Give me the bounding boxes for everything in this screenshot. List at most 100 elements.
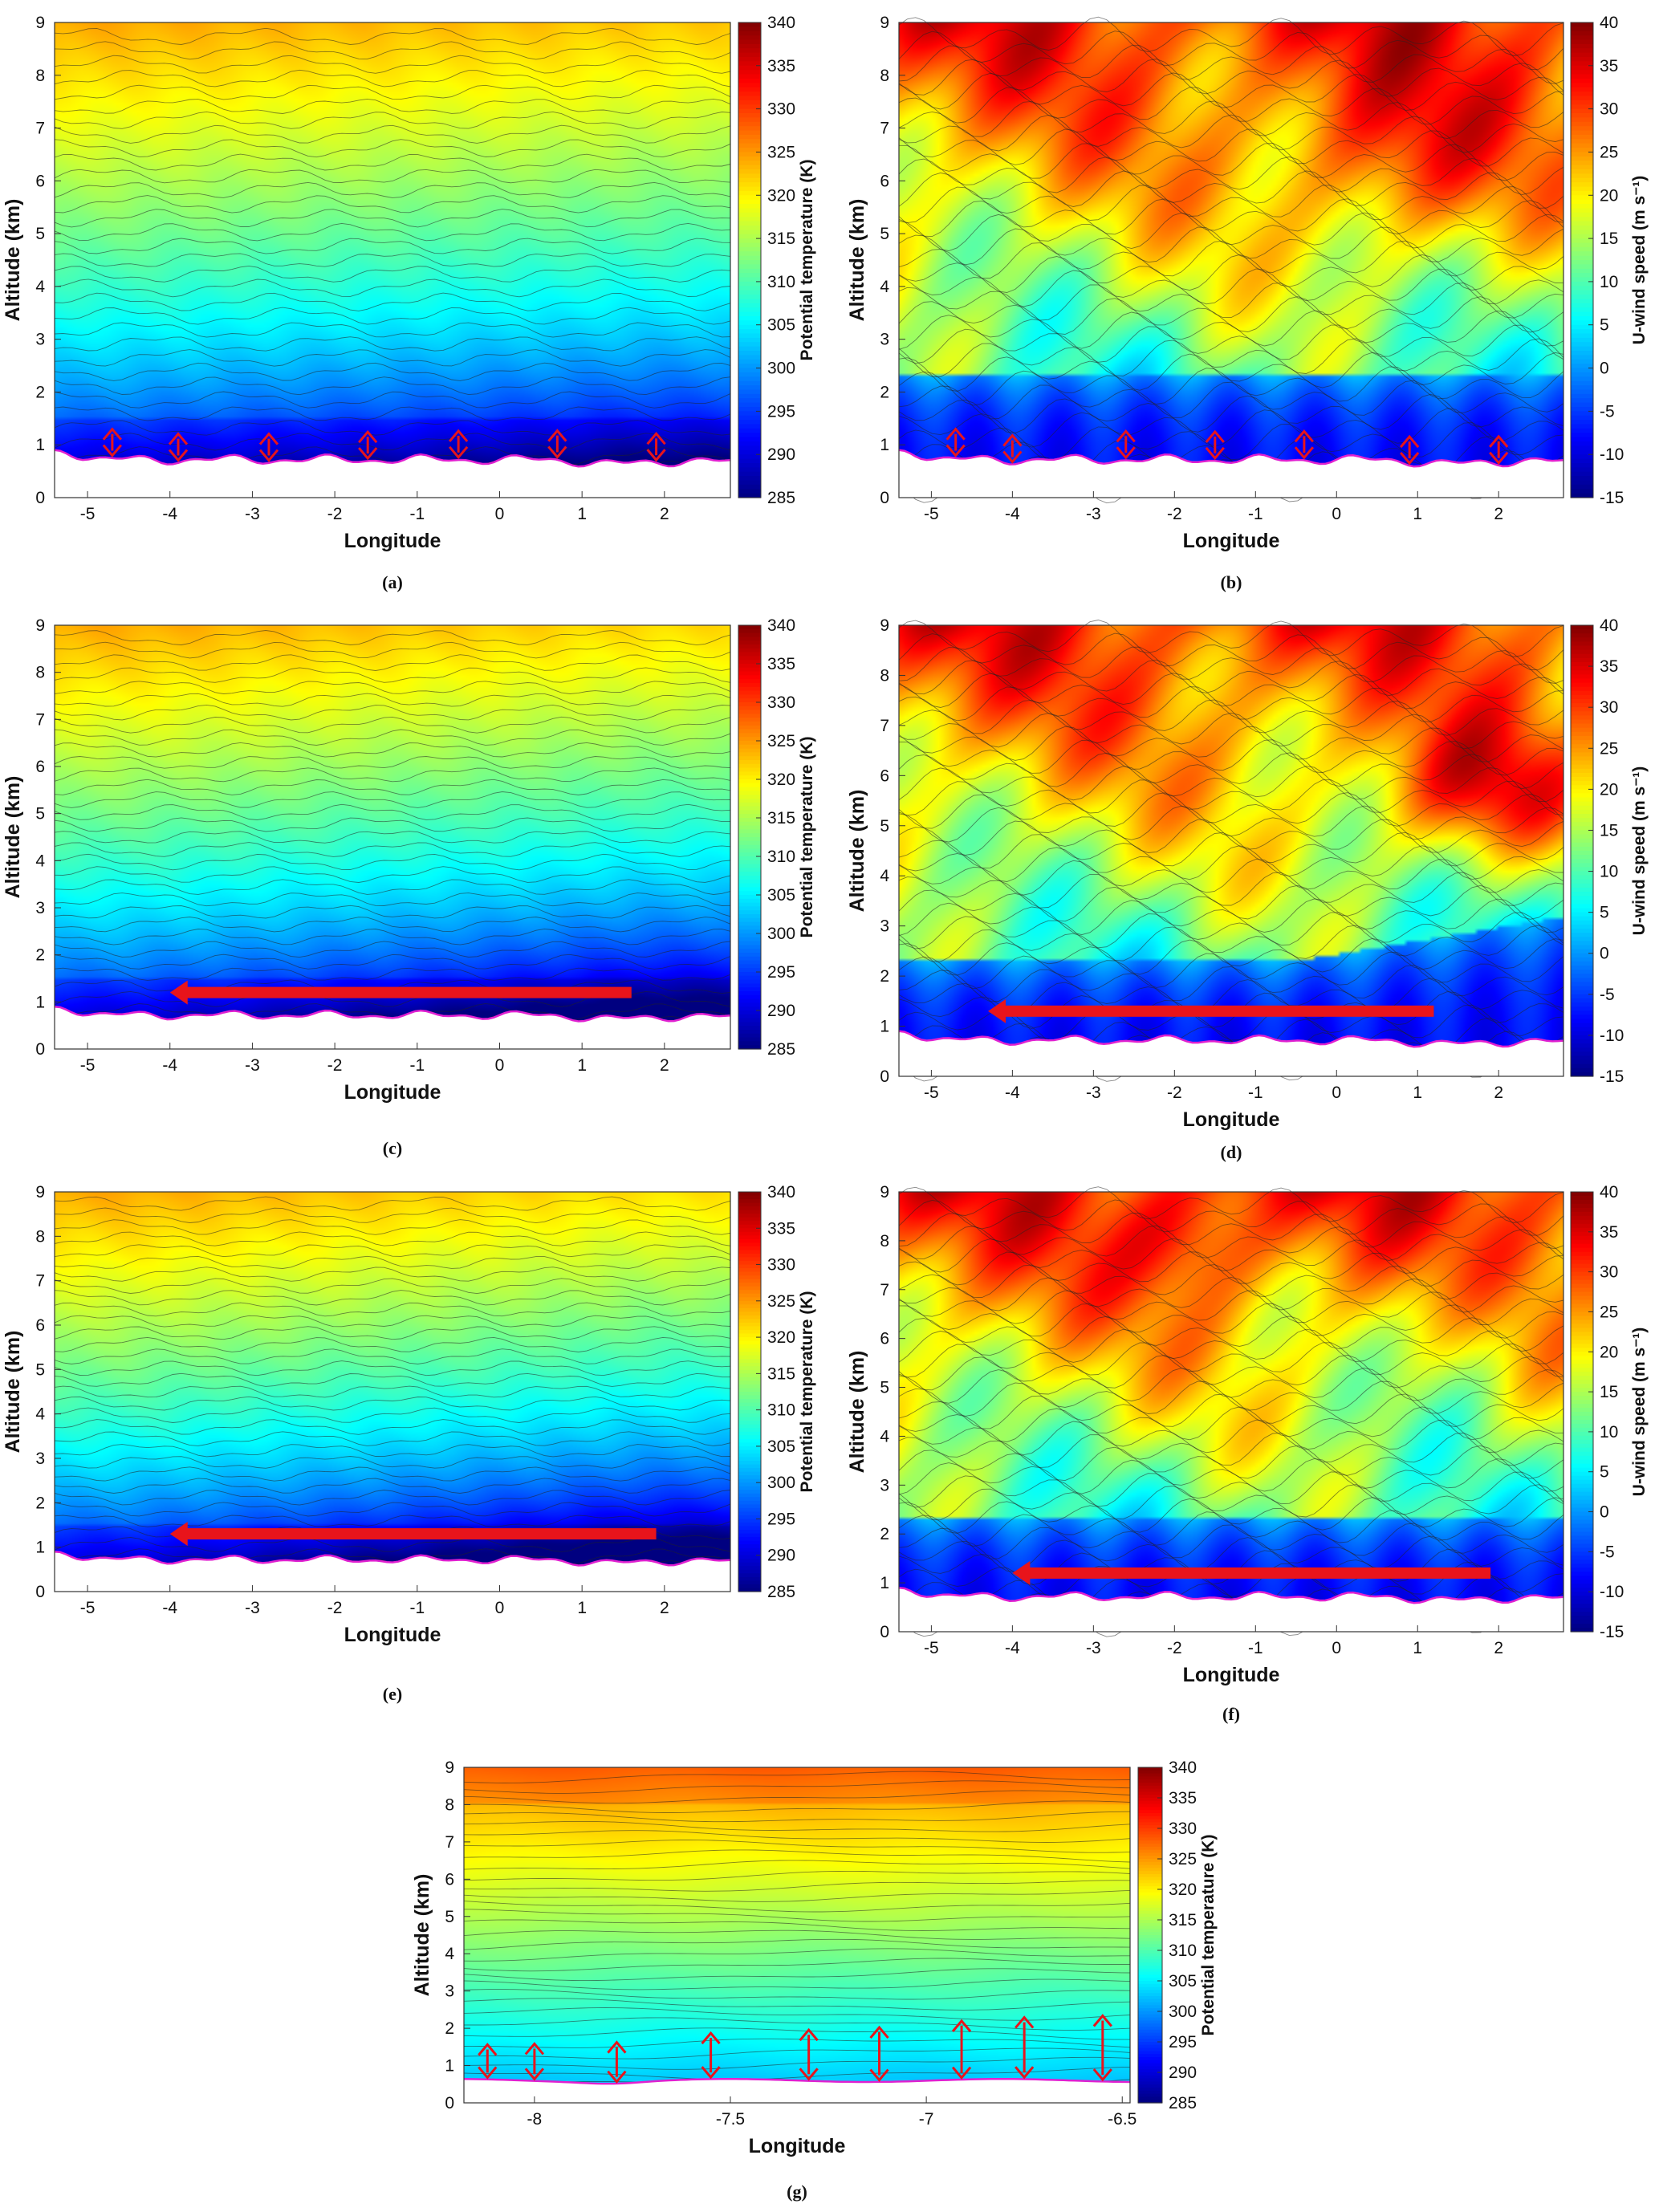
colorbar-swatch (738, 636, 761, 641)
colorbar-swatch (1571, 871, 1593, 876)
colorbar-swatch (738, 1457, 761, 1462)
colorbar-swatch (1571, 1543, 1593, 1548)
x-tick-label: 2 (1494, 505, 1503, 523)
colorbar-tick-label: 5 (1600, 1463, 1609, 1482)
heatmap-field (899, 625, 1563, 1076)
contour-line (54, 391, 731, 409)
x-axis-title: Longitude (344, 1081, 441, 1104)
contour-line (463, 1909, 1131, 1922)
colorbar: 285 290 295 300 305 310 315 320 325 330 335 340 Pote… (738, 616, 816, 1059)
colorbar-swatch (738, 868, 761, 872)
colorbar-swatch (738, 1221, 761, 1226)
chart-c: -5 -4 -3 -2 -1 0 1 2 0 1 2 3 4 5 6 7 8 9 Longitude Altitude… (2, 616, 816, 1158)
contour-line (54, 779, 731, 795)
contour-line (463, 1860, 1131, 1870)
colorbar-swatch (738, 722, 761, 726)
colorbar-swatch (1571, 165, 1593, 170)
colorbar-swatch (1571, 1580, 1593, 1584)
x-tick-label: 2 (1494, 1084, 1503, 1102)
colorbar-swatch (738, 921, 761, 926)
y-tick-label: 1 (35, 1539, 45, 1557)
colorbar-swatch (1571, 875, 1593, 880)
colorbar-swatch (738, 117, 761, 123)
contour-line (54, 1385, 731, 1398)
terrain-outline (898, 1586, 1564, 1604)
colorbar-swatch (1571, 190, 1593, 196)
colorbar-tick-label: -10 (1600, 1583, 1624, 1601)
colorbar-swatch (1571, 1299, 1593, 1305)
colorbar-swatch (738, 744, 761, 750)
x-tick-label: -1 (409, 1599, 425, 1617)
colorbar-swatch (738, 1264, 761, 1269)
heatmap-field (899, 22, 1563, 498)
contour-line (54, 641, 731, 659)
colorbar-frame (1137, 1767, 1163, 2104)
contour-line (463, 1989, 1131, 2000)
colorbar-swatch (738, 767, 761, 772)
y-tick-label: 9 (880, 616, 889, 635)
x-tick-label: 0 (495, 505, 505, 523)
colorbar-swatch (738, 1271, 761, 1276)
contour-line (898, 422, 1564, 462)
colorbar-swatch (1571, 1267, 1593, 1273)
colorbar-swatch (738, 829, 761, 834)
colorbar-swatch (1571, 152, 1593, 157)
y-tick-label: 9 (880, 1183, 889, 1202)
contour-line (898, 805, 1564, 843)
colorbar-swatch (738, 195, 761, 201)
colorbar-swatch (738, 1588, 761, 1592)
colorbar-swatch (1571, 337, 1593, 343)
colorbar-swatch (738, 1551, 761, 1556)
colorbar-swatch (738, 1395, 761, 1400)
colorbar-swatch (1138, 1968, 1162, 1973)
colorbar-swatch (1571, 711, 1593, 716)
contour-line (898, 170, 1564, 209)
colorbar-swatch (1571, 793, 1593, 799)
contour-line (898, 1199, 1564, 1236)
contour-line (898, 699, 1564, 736)
double-arrow (478, 2043, 498, 2080)
contour-line (898, 1497, 1564, 1534)
colorbar-swatch (738, 783, 761, 788)
x-tick-label: -7 (919, 2110, 934, 2129)
colorbar-swatch (1138, 2027, 1162, 2031)
colorbar-swatch (738, 1428, 761, 1433)
colorbar-swatch (738, 1380, 761, 1385)
colorbar-swatch (1138, 1956, 1162, 1960)
colorbar-swatch (738, 1315, 761, 1320)
colorbar-swatch (738, 1366, 761, 1371)
colorbar-tick-label: 30 (1600, 100, 1618, 119)
colorbar-swatch (1571, 148, 1593, 153)
colorbar-swatch (738, 1210, 761, 1214)
colorbar-swatch (738, 1307, 761, 1312)
colorbar-swatch (1571, 104, 1593, 110)
colorbar-swatch (738, 833, 761, 838)
colorbar-title: U-wind speed (m s⁻¹) (1630, 766, 1649, 936)
x-tick-label: -2 (327, 505, 343, 523)
colorbar-swatch (1571, 1479, 1593, 1485)
colorbar-swatch (1138, 2044, 1162, 2049)
double-arrow (1400, 434, 1420, 466)
colorbar-swatch (1138, 1834, 1162, 1838)
contour-line (54, 1419, 731, 1435)
colorbar-tick-label: 0 (1600, 360, 1609, 378)
contour-line (898, 912, 1564, 949)
colorbar-swatch (738, 1562, 761, 1567)
colorbar-swatch (1571, 161, 1593, 166)
contour-line (898, 16, 1564, 57)
colorbar-swatch (1571, 974, 1593, 978)
colorbar-swatch (1138, 1920, 1162, 1924)
colorbar-swatch (1138, 1871, 1162, 1875)
plot-frame (463, 1767, 1131, 2104)
colorbar-swatch (738, 775, 761, 780)
contour-line (463, 2038, 1131, 2048)
colorbar-swatch (1571, 1455, 1593, 1461)
contour-line (54, 866, 731, 883)
colorbar-swatch (738, 895, 761, 900)
colorbar-swatch (1571, 961, 1593, 966)
colorbar-tick-label: 310 (767, 848, 795, 866)
colorbar-swatch (738, 161, 761, 166)
colorbar-swatch (1138, 2072, 1162, 2076)
y-tick-label: 7 (35, 120, 45, 138)
colorbar-swatch (738, 941, 761, 945)
